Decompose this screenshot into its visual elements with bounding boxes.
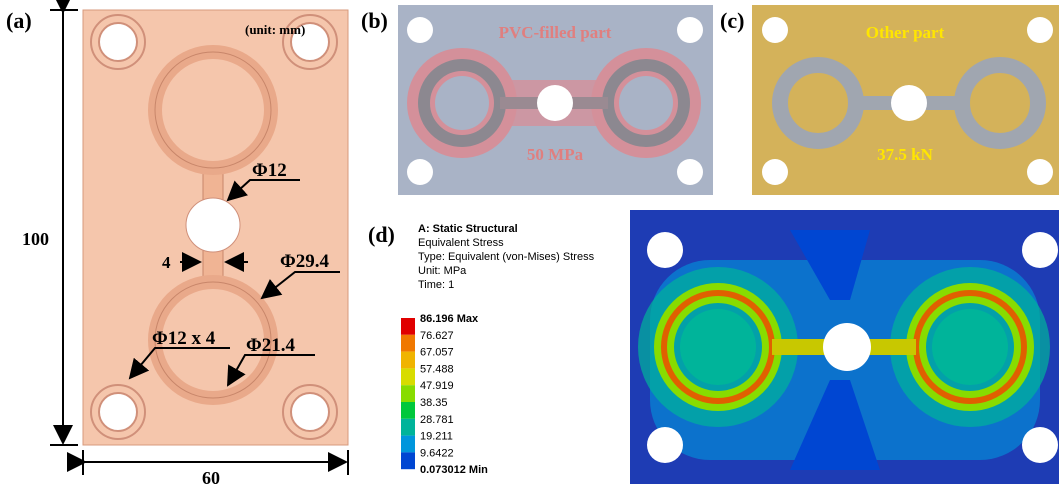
result-header: Time: 1 [418, 279, 454, 291]
legend-label: 0.073012 Min [420, 464, 488, 476]
legend-label: 9.6422 [420, 447, 454, 459]
legend-swatch [401, 335, 415, 352]
legend-label: 67.057 [420, 347, 454, 359]
dim-label: Φ12 [252, 160, 287, 181]
panel-d: (d) A: Static Structural Equivalent Stres… [368, 210, 1059, 484]
dim-label: Φ29.4 [280, 251, 330, 272]
panel-label: (b) [361, 8, 388, 33]
dim-label: Φ12 x 4 [152, 328, 216, 349]
result-header: Equivalent Stress [418, 237, 504, 249]
legend-label: 47.919 [420, 380, 454, 392]
panel-label: (d) [368, 222, 395, 247]
legend-label: 86.196 Max [420, 313, 479, 325]
unit-note: (unit: mm) [245, 22, 305, 37]
load-label: 37.5 kN [877, 145, 933, 164]
result-header: Type: Equivalent (von-Mises) Stress [418, 251, 595, 263]
legend-swatch [401, 368, 415, 385]
part-title: PVC-filled part [499, 23, 612, 42]
figure: (a) (unit: mm) 100 60 Φ12 4 Φ29.4 Φ21.4 … [0, 0, 1059, 484]
legend-swatch [401, 402, 415, 419]
panel-label: (c) [720, 8, 744, 33]
panel-c: (c) Other part 37.5 kN [720, 5, 1059, 195]
legend-swatch [401, 419, 415, 436]
panel-a: (a) (unit: mm) 100 60 Φ12 4 Φ29.4 Φ21.4 … [6, 8, 348, 484]
legend-swatch [401, 318, 415, 335]
dim-label: 60 [202, 468, 220, 484]
legend-label: 28.781 [420, 414, 454, 426]
legend-label: 76.627 [420, 330, 454, 342]
load-label: 50 MPa [527, 145, 584, 164]
legend-swatch [401, 385, 415, 402]
legend-label: 57.488 [420, 363, 454, 375]
legend-label: 19.211 [420, 431, 453, 443]
result-header: Unit: MPa [418, 265, 467, 277]
dim-label: Φ21.4 [246, 335, 296, 356]
result-header: A: Static Structural [418, 223, 518, 235]
panel-label: (a) [6, 8, 32, 33]
dim-label: 4 [162, 253, 171, 272]
panel-b: (b) PVC-filled part 50 MPa [361, 5, 713, 195]
legend-label: 38.35 [420, 397, 448, 409]
part-title: Other part [866, 23, 945, 42]
legend-swatch [401, 352, 415, 369]
dim-label: 100 [22, 229, 49, 249]
legend-swatch [401, 436, 415, 453]
legend-swatch [401, 452, 415, 469]
